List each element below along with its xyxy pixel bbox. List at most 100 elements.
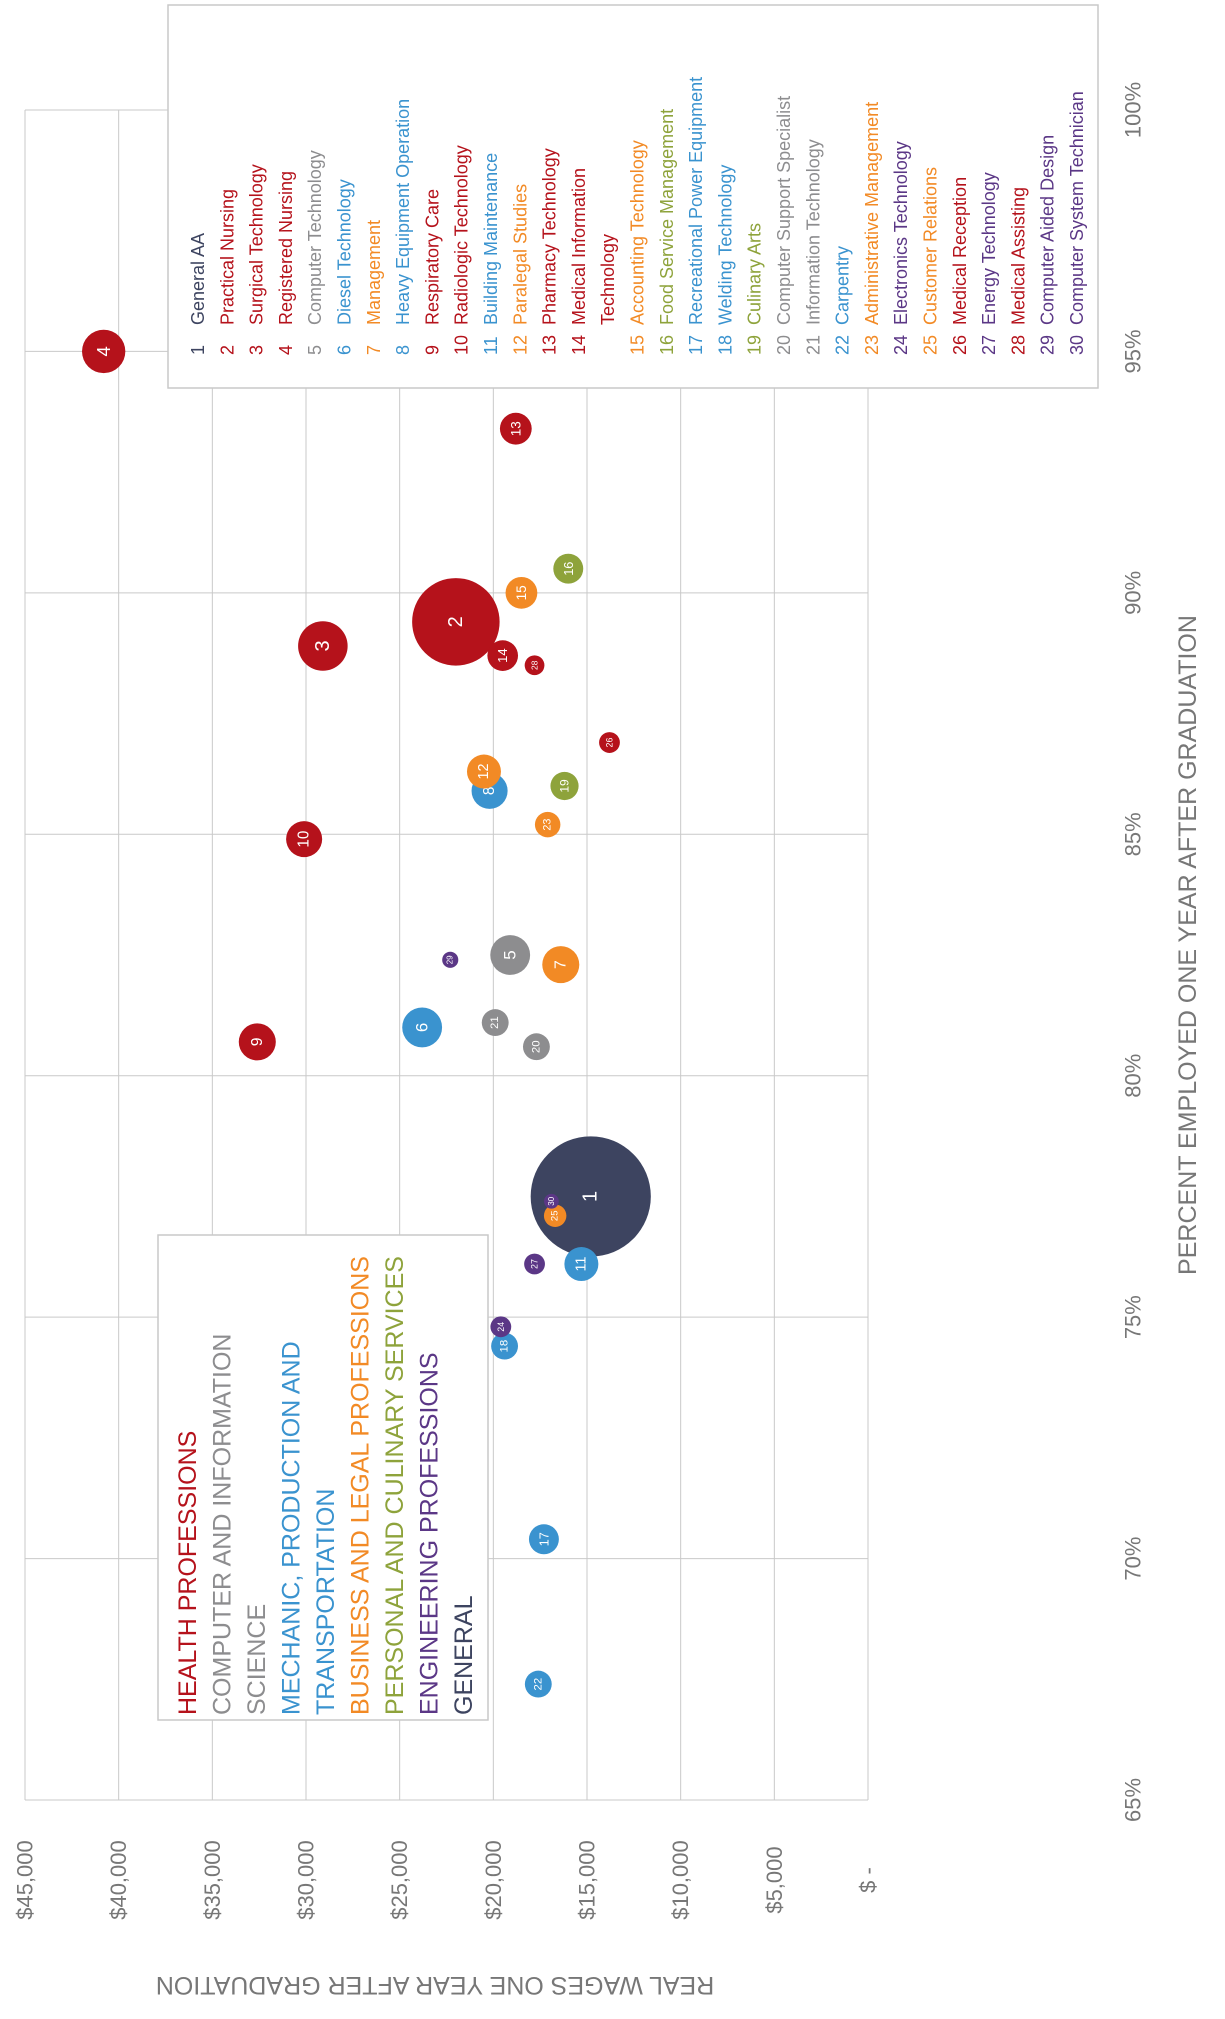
- bubble-27: 27: [524, 1253, 545, 1275]
- bubble-28: 28: [524, 655, 545, 676]
- program-legend-number-26: 26: [950, 335, 970, 355]
- bubble-circle-14: [487, 640, 519, 671]
- program-legend-number-2: 2: [217, 345, 237, 355]
- program-legend-name-11: Building Maintenance: [481, 153, 501, 325]
- bubble-18: 18: [491, 1332, 519, 1360]
- program-legend-name-30: Computer System Technician: [1067, 91, 1087, 325]
- program-legend-number-25: 25: [921, 335, 941, 355]
- bubble-26: 26: [599, 732, 620, 753]
- y-tick-label-3: $15,000: [575, 1840, 600, 1920]
- category-legend-box: [157, 1234, 489, 1721]
- bubble-label-20: 20: [530, 1040, 542, 1053]
- category-legend-item-1: COMPUTER AND INFORMATION: [209, 1334, 237, 1715]
- x-tick-label-4: 85%: [1121, 812, 1146, 856]
- program-legend-number-3: 3: [247, 345, 267, 355]
- program-legend-name-3: Surgical Technology: [247, 164, 267, 325]
- bubble-label-1: 1: [580, 1191, 602, 1202]
- y-tick-label-2: $10,000: [668, 1840, 693, 1920]
- program-legend-number-15: 15: [628, 335, 648, 355]
- program-legend-number-14: 14: [569, 335, 589, 355]
- bubble-circle-13: [499, 412, 532, 445]
- bubble-circle-5: [490, 935, 531, 975]
- bubble-circle-27: [524, 1253, 545, 1275]
- bubble-label-9: 9: [249, 1038, 266, 1047]
- program-legend-number-4: 4: [276, 345, 296, 355]
- program-legend-number-29: 29: [1038, 335, 1058, 355]
- y-tick-label-6: $30,000: [294, 1840, 319, 1920]
- program-legend-name-24: Electronics Technology: [891, 141, 911, 325]
- bubble-19: 19: [550, 771, 579, 801]
- bubble-circle-3: [298, 621, 348, 671]
- bubble-label-28: 28: [530, 660, 540, 670]
- bubble-2: 2: [412, 578, 500, 666]
- x-tick-label-7: 100%: [1121, 82, 1146, 138]
- program-legend-number-21: 21: [803, 335, 823, 355]
- program-legend-name-8: Heavy Equipment Operation: [393, 99, 413, 325]
- program-legend: 1 General AA 2 Practical Nursing 3 Surgical T…: [188, 77, 1087, 355]
- axis-layer: 65% 70% 75% 80% 85% 90% 95% 100% $ - $5,000 $10,00…: [13, 82, 1203, 1999]
- bubble-21: 21: [481, 1009, 509, 1037]
- y-tick-label-5: $25,000: [387, 1840, 412, 1920]
- program-legend-name-17: Recreational Power Equipment: [686, 77, 706, 325]
- bubble-label-27: 27: [530, 1259, 540, 1269]
- program-legend-name-13: Pharmacy Technology: [540, 148, 560, 325]
- program-legend-name-25: Customer Relations: [921, 167, 941, 325]
- program-legend-number-24: 24: [891, 335, 911, 355]
- program-legend-number-20: 20: [774, 335, 794, 355]
- bubble-label-16: 16: [561, 562, 576, 576]
- program-legend-name-21: Information Technology: [803, 139, 823, 325]
- bubble-label-15: 15: [514, 585, 529, 600]
- bubble-label-14: 14: [495, 648, 510, 662]
- category-legend-item-5: ENGINEERING PROFESSIONS: [416, 1352, 444, 1715]
- category-legend-item-0: HEALTH PROFESSIONS: [174, 1431, 202, 1715]
- program-legend-number-10: 10: [452, 335, 472, 355]
- points-layer: 1234567981011121315141617191820212223252…: [82, 329, 651, 1698]
- program-legend-number-28: 28: [1008, 335, 1028, 355]
- program-legend-name-15: Accounting Technology: [628, 140, 648, 325]
- category-legend-item-4: PERSONAL AND CULINARY SERVICES: [381, 1256, 409, 1715]
- program-legend-name-1: General AA: [188, 233, 208, 325]
- bubble-6: 6: [402, 1007, 443, 1048]
- bubble-label-11: 11: [573, 1257, 589, 1272]
- y-tick-label-9: $45,000: [13, 1840, 38, 1920]
- program-legend-number-12: 12: [510, 335, 530, 355]
- bubble-20: 20: [522, 1033, 550, 1061]
- bubble-25: 25: [543, 1204, 567, 1227]
- bubble-circle-25: [543, 1204, 567, 1227]
- bubble-15: 15: [505, 576, 538, 609]
- program-legend-name-7: Management: [364, 220, 384, 325]
- bubble-label-3: 3: [312, 640, 334, 651]
- bubble-circle-15: [505, 576, 538, 609]
- bubble-circle-16: [553, 553, 584, 584]
- bubble-label-7: 7: [552, 960, 569, 969]
- bubble-circle-22: [524, 1670, 552, 1698]
- bubble-circle-20: [522, 1033, 550, 1061]
- bubble-circle-7: [542, 946, 580, 984]
- program-legend-name-26: Medical Reception: [950, 177, 970, 325]
- program-legend-number-5: 5: [305, 345, 325, 355]
- bubble-circle-24: [490, 1316, 512, 1338]
- program-legend-number-17: 17: [686, 335, 706, 355]
- bubble-label-19: 19: [558, 779, 572, 793]
- bubble-label-13: 13: [508, 421, 523, 436]
- x-axis-title: PERCENT EMPLOYED ONE YEAR AFTER GRADUATI…: [1174, 615, 1202, 1275]
- program-legend-number-27: 27: [979, 335, 999, 355]
- bubble-circle-12: [466, 754, 501, 789]
- x-tick-label-6: 95%: [1121, 329, 1146, 373]
- x-tick-label-0: 65%: [1121, 1778, 1146, 1822]
- program-legend-name-12: Paralegal Studies: [510, 184, 530, 325]
- bubble-circle-18: [491, 1332, 519, 1360]
- program-legend-name-20: Computer Support Specialist: [774, 96, 794, 325]
- bubble-7: 7: [542, 946, 580, 984]
- bubble-circle-29: [442, 951, 459, 968]
- category-legend: HEALTH PROFESSIONS COMPUTER AND INFORMATI…: [174, 1256, 478, 1715]
- bubble-label-6: 6: [413, 1023, 432, 1032]
- program-legend-name-10: Radiologic Technology: [452, 145, 472, 325]
- legend-boxes: [157, 4, 1099, 1721]
- bubble-label-5: 5: [501, 950, 520, 959]
- program-legend-number-18: 18: [715, 335, 735, 355]
- bubble-label-4: 4: [93, 346, 114, 356]
- y-tick-label-0: $ -: [856, 1867, 881, 1893]
- bubble-circle-26: [599, 732, 620, 753]
- bubble-circle-21: [481, 1009, 509, 1037]
